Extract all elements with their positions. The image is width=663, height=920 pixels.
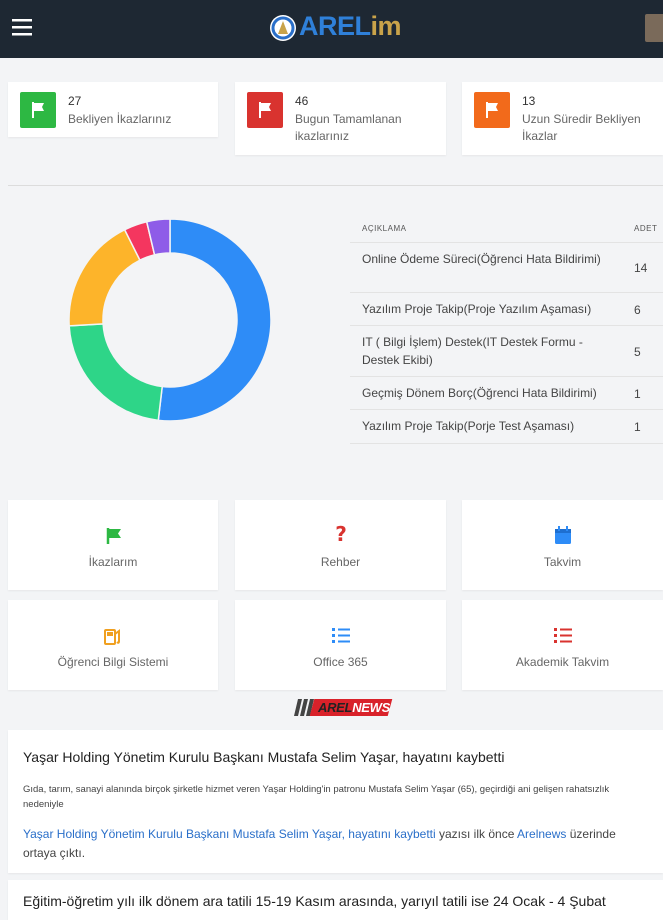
- logo-left: AREL: [318, 700, 353, 715]
- news-link[interactable]: Yaşar Holding Yönetim Kurulu Başkanı Mus…: [23, 827, 436, 841]
- stat-icon: [20, 92, 56, 128]
- svg-text:?: ?: [335, 525, 347, 545]
- tile-icon: [106, 528, 121, 544]
- menu-tile[interactable]: Office 365: [235, 600, 446, 690]
- table-row: Yazılım Proje Takip(Proje Yazılım Aşamas…: [350, 292, 663, 326]
- row-count: 6: [634, 302, 641, 317]
- news-text: üzerinde ortaya çıktı.: [23, 827, 616, 860]
- logo-text: ARELNEWS: [318, 700, 390, 715]
- row-label: Yazılım Proje Takip(Proje Yazılım Aşamas…: [362, 302, 592, 316]
- avatar[interactable]: [645, 14, 663, 42]
- row-label: IT ( Bilgi İşlem) Destek(IT Destek Formu…: [362, 335, 583, 367]
- table-row: Online Ödeme Süreci(Öğrenci Hata Bildiri…: [350, 242, 663, 293]
- tile-icon: [554, 526, 571, 544]
- donut-chart: [68, 218, 272, 422]
- stat-count: 27: [68, 94, 82, 108]
- stat-icon: [247, 92, 283, 128]
- donut-segment: [68, 228, 141, 327]
- logo-slashes: [294, 699, 314, 716]
- news-card[interactable]: Eğitim-öğretim yılı ilk dönem ara tatili…: [8, 880, 663, 920]
- news-summary: Gıda, tarım, sanayi alanında birçok şirk…: [23, 784, 610, 810]
- tile-label: Rehber: [320, 555, 361, 569]
- news-title[interactable]: Eğitim-öğretim yılı ilk dönem ara tatili…: [23, 893, 606, 909]
- tile-icon: [331, 628, 350, 643]
- flag-icon: [32, 102, 44, 118]
- column-header: AÇIKLAMA: [362, 224, 407, 233]
- news-text: yazısı ilk önce: [435, 827, 518, 841]
- logo-main: AREL: [299, 11, 371, 41]
- row-count: 5: [634, 344, 641, 359]
- stat-icon: [474, 92, 510, 128]
- stat-label: Bekliyen İkazlarınız: [68, 112, 172, 126]
- logo-right: NEWS: [352, 700, 391, 715]
- logo[interactable]: ARELim: [299, 11, 402, 42]
- stat-card[interactable]: 27 Bekliyen İkazlarınız: [8, 82, 218, 137]
- tile-icon: ?: [335, 525, 347, 545]
- tile-label: Öğrenci Bilgi Sistemi: [57, 655, 169, 669]
- tile-label: İkazlarım: [88, 555, 138, 569]
- row-label: Online Ödeme Süreci(Öğrenci Hata Bildiri…: [362, 252, 601, 266]
- stat-label: Bugun Tamamlanan ikazlarınız: [295, 112, 402, 143]
- donut-segment: [68, 323, 164, 422]
- stat-count: 46: [295, 94, 309, 108]
- news-card[interactable]: Yaşar Holding Yönetim Kurulu Başkanı Mus…: [8, 730, 663, 873]
- logo-icon: [270, 15, 296, 41]
- menu-button[interactable]: [12, 19, 32, 36]
- menu-tile[interactable]: İkazlarım: [8, 500, 218, 590]
- menu-tile[interactable]: Takvim: [462, 500, 663, 590]
- logo-suffix: im: [370, 11, 402, 41]
- menu-tile[interactable]: Öğrenci Bilgi Sistemi: [8, 600, 218, 690]
- tile-label: Office 365: [313, 655, 368, 669]
- news-footer: Yaşar Holding Yönetim Kurulu Başkanı Mus…: [23, 825, 623, 863]
- stat-label: Uzun Süredir Bekliyen İkazlar: [522, 112, 641, 143]
- news-logo: ARELNEWS: [294, 699, 393, 716]
- menu-tile[interactable]: ? Rehber: [235, 500, 446, 590]
- row-count: 1: [634, 386, 641, 401]
- stat-count: 13: [522, 94, 536, 108]
- table-row: Yazılım Proje Takip(Porje Test Aşaması) 1: [350, 409, 663, 444]
- table-row: Geçmiş Dönem Borç(Öğrenci Hata Bildirimi…: [350, 376, 663, 410]
- divider: [8, 185, 663, 186]
- stat-card[interactable]: 13 Uzun Süredir Bekliyen İkazlar: [462, 82, 663, 155]
- row-label: Geçmiş Dönem Borç(Öğrenci Hata Bildirimi…: [362, 386, 597, 400]
- stat-card[interactable]: 46 Bugun Tamamlanan ikazlarınız: [235, 82, 446, 155]
- source-link[interactable]: Arelnews: [517, 827, 567, 841]
- flag-icon: [486, 102, 498, 118]
- row-count: 1: [634, 419, 641, 434]
- column-header: ADET: [634, 224, 658, 233]
- tile-icon: [553, 628, 572, 643]
- table-row: IT ( Bilgi İşlem) Destek(IT Destek Formu…: [350, 325, 663, 377]
- tile-label: Akademik Takvim: [515, 655, 610, 669]
- news-title[interactable]: Yaşar Holding Yönetim Kurulu Başkanı Mus…: [23, 749, 505, 765]
- tile-label: Takvim: [543, 555, 582, 569]
- top-bar: ARELim: [0, 0, 663, 58]
- flag-icon: [259, 102, 271, 118]
- donut-segment: [145, 218, 171, 256]
- row-label: Yazılım Proje Takip(Porje Test Aşaması): [362, 419, 575, 433]
- donut-segment: [157, 218, 272, 422]
- menu-tile[interactable]: Akademik Takvim: [462, 600, 663, 690]
- row-count: 14: [634, 261, 648, 275]
- tile-icon: [104, 629, 120, 645]
